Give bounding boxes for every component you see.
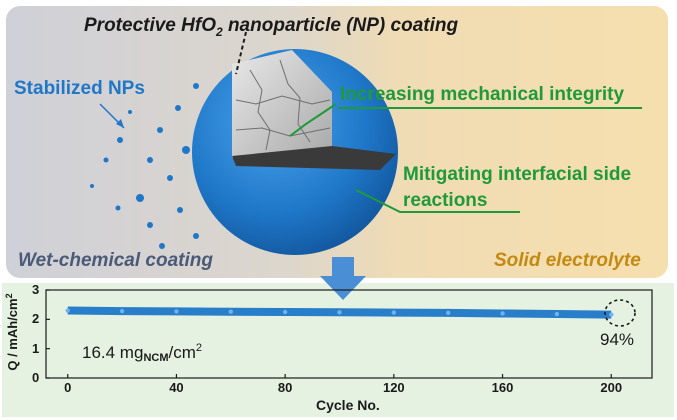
plot-frame	[45, 289, 653, 379]
x-axis-label: Cycle No.	[316, 397, 380, 413]
x-tick-label: 40	[169, 380, 184, 395]
title-pointer	[235, 31, 247, 75]
x-tick-label: 120	[382, 380, 405, 395]
capacity-point	[609, 312, 614, 317]
side-reactions-pointer	[355, 189, 520, 213]
x-tick-label: 160	[491, 380, 514, 395]
capacity-point	[65, 308, 70, 313]
mechanical-integrity-label: Increasing mechanical integrity	[340, 84, 625, 105]
coating-title-subscript: 2	[215, 24, 223, 39]
down-arrow-icon	[320, 257, 366, 300]
cycling-chart	[45, 289, 653, 379]
solid-electrolyte-caption: Solid electrolyte	[494, 250, 641, 271]
capacity-retention-label: 94%	[600, 330, 635, 349]
wet-chemical-caption: Wet-chemical coating	[18, 250, 213, 271]
x-tick-label: 200	[600, 380, 623, 395]
nanoparticle-cloud	[90, 83, 209, 249]
capacity-point	[445, 310, 451, 316]
capacity-point	[282, 309, 288, 315]
y-tick-label: 2	[32, 311, 40, 327]
capacity-point	[500, 311, 505, 316]
y-tick-label: 0	[32, 370, 40, 385]
integrity-pointer	[289, 103, 337, 137]
capacity-point	[337, 310, 342, 315]
capacity-point	[174, 309, 179, 314]
y-tick-label: 3	[32, 282, 40, 297]
nanoparticle-pointer-head	[116, 119, 124, 128]
y-axis-label: Q / mAh/cm2	[4, 293, 20, 371]
capacity-point	[228, 309, 233, 314]
x-tick-label: 80	[277, 380, 293, 395]
retention-highlight	[604, 299, 636, 327]
capacity-point	[391, 310, 397, 315]
mass-loading-label: 16.4 mgNCM/cm2	[82, 342, 203, 364]
particle-cutaway-section	[232, 50, 332, 158]
coating-title: Protective HfO2 nanoparticle (NP) coatin…	[84, 15, 459, 39]
bottom-panel-background	[2, 283, 674, 417]
particle-cut-plane	[232, 146, 396, 170]
capacity-point	[119, 308, 125, 314]
x-tick-label: 0	[64, 380, 72, 395]
side-reactions-label-line2: reactions	[403, 190, 488, 211]
capacity-point	[554, 311, 560, 317]
particle-cracks	[235, 59, 331, 151]
side-reactions-label-line1: Mitigating interfacial side	[403, 164, 632, 185]
stabilized-nps-label: Stabilized NPs	[14, 78, 145, 99]
y-tick-label: 1	[32, 340, 40, 356]
